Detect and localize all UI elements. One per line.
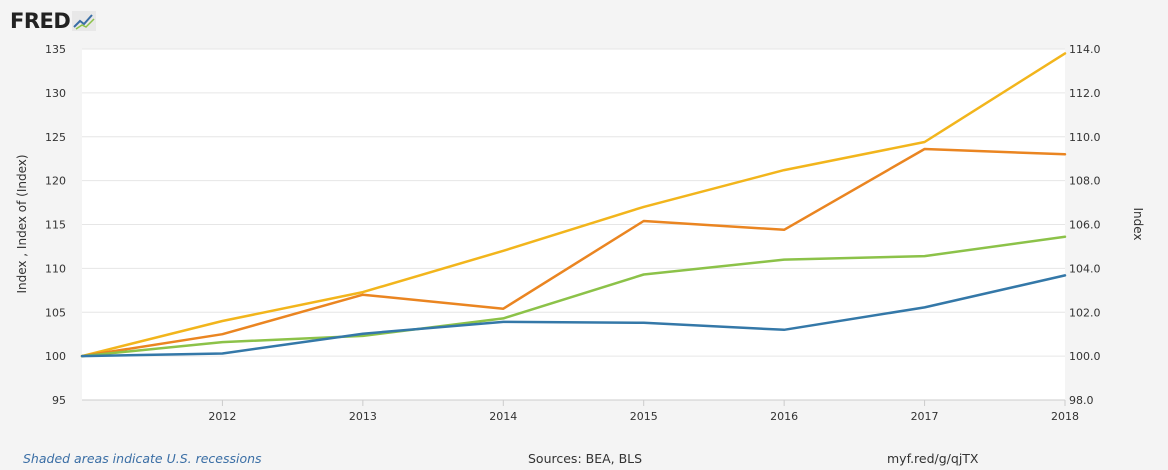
y-right-tick-label: 106.0 [1069,219,1101,232]
y-left-tick-label: 125 [45,131,66,144]
y-right-tick-label: 104.0 [1069,262,1101,275]
y-left-tick-label: 110 [45,262,66,275]
y-axis-left-title: Index , Index of (Index) [15,154,29,293]
x-tick-label: 2018 [1051,410,1079,423]
x-tick-label: 2013 [349,410,377,423]
y-left-tick-label: 100 [45,350,66,363]
y-left-tick-label: 130 [45,87,66,100]
x-tick-label: 2015 [630,410,658,423]
fred-logo[interactable]: FRED [10,8,97,34]
series-line-3[interactable] [80,235,1067,358]
fred-trend-graph-icon [72,11,97,31]
x-tick-label: 2012 [208,410,236,423]
y-left-tick-label: 95 [52,394,66,407]
y-axis-left: 95 100 105 110 115 120 125 130 135 [45,43,66,407]
x-tick-label: 2014 [489,410,517,423]
x-tick-label: 2016 [770,410,798,423]
y-right-tick-label: 100.0 [1069,350,1101,363]
recession-note-link[interactable]: Shaded areas indicate U.S. recessions [23,451,262,466]
y-left-tick-label: 120 [45,175,66,188]
grid-lines [82,48,1065,357]
y-right-tick-label: 108.0 [1069,175,1101,188]
y-axis-right: 98.0 100.0 102.0 104.0 106.0 108.0 110.0 112.0 1… [1069,43,1101,407]
short-link[interactable]: myf.red/g/qjTX [887,451,979,466]
y-right-tick-label: 110.0 [1069,131,1101,144]
y-axis-right-title: Index [1131,207,1145,240]
series-line-4[interactable] [80,274,1067,358]
y-right-tick-label: 114.0 [1069,43,1101,56]
series-layer [80,52,1067,358]
y-right-tick-label: 112.0 [1069,87,1101,100]
series-line-2[interactable] [80,147,1067,358]
x-tick-label: 2017 [911,410,939,423]
fred-logo-text: FRED [10,9,71,33]
sources-text: Sources: BEA, BLS [528,451,643,466]
line-chart: 2012 2013 2014 2015 2016 2017 2018 95 100 105 110… [15,43,1145,423]
y-left-tick-label: 115 [45,219,66,232]
y-left-tick-label: 135 [45,43,66,56]
y-right-tick-label: 102.0 [1069,306,1101,319]
y-right-tick-label: 98.0 [1069,394,1094,407]
y-left-tick-label: 105 [45,306,66,319]
series-line-1[interactable] [80,52,1067,358]
x-axis: 2012 2013 2014 2015 2016 2017 2018 [82,399,1079,423]
